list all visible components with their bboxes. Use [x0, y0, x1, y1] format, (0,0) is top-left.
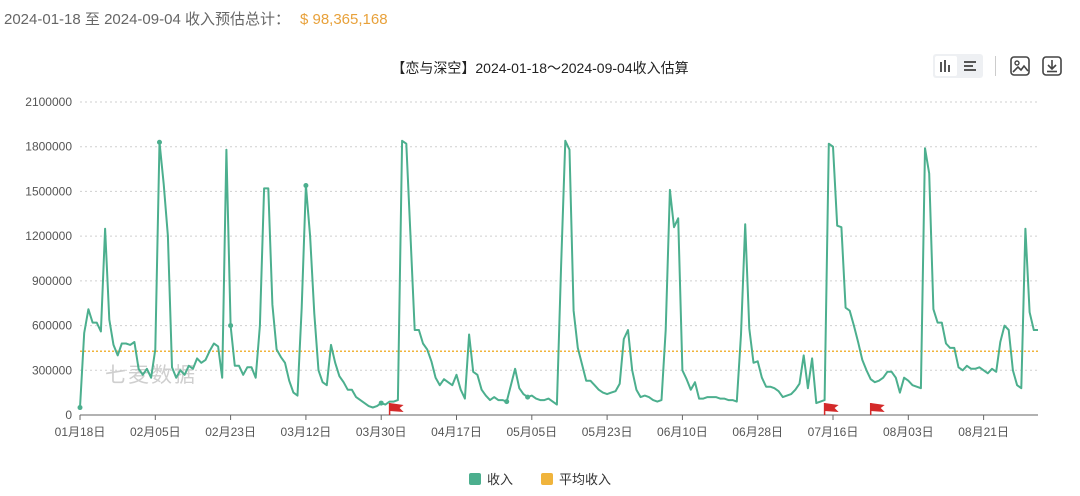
toolbar-divider — [995, 56, 996, 76]
data-point-marker — [303, 182, 309, 188]
x-tick-label: 04月17日 — [431, 425, 482, 439]
summary-amount: $ 98,365,168 — [299, 11, 388, 28]
data-point-marker — [228, 323, 234, 329]
legend-label-average: 平均收入 — [559, 472, 612, 487]
x-tick-label: 05月23日 — [582, 425, 633, 439]
y-tick-label: 300000 — [32, 363, 72, 377]
summary-label: 2024-01-18 至 2024-09-04 收入预估总计： — [4, 11, 290, 28]
y-tick-label: 2100000 — [25, 95, 72, 109]
event-flag-icon — [869, 403, 885, 415]
legend-swatch-revenue — [468, 472, 481, 485]
chart-toolbar — [933, 54, 1064, 78]
y-tick-label: 1200000 — [25, 229, 72, 243]
legend-label-revenue: 收入 — [486, 472, 513, 487]
list-icon[interactable] — [959, 56, 981, 76]
y-tick-label: 1500000 — [25, 184, 72, 198]
image-icon[interactable] — [1008, 54, 1032, 78]
legend-item-average[interactable]: 平均收入 — [541, 469, 611, 488]
x-tick-label: 03月30日 — [356, 425, 407, 439]
x-tick-label: 02月05日 — [130, 425, 181, 439]
series-line-revenue — [79, 139, 1038, 409]
x-tick-label: 06月10日 — [657, 425, 708, 439]
y-tick-label: 600000 — [32, 319, 72, 333]
chart-legend: 收入 平均收入 — [0, 469, 1080, 488]
x-tick-label: 05月05日 — [506, 425, 557, 439]
y-tick-label: 1800000 — [25, 140, 72, 154]
legend-swatch-average — [541, 472, 553, 485]
y-tick-label: 900000 — [32, 274, 72, 288]
x-tick-label: 07月16日 — [808, 425, 859, 439]
x-tick-label: 08月21日 — [958, 425, 1009, 439]
data-point-marker — [378, 400, 384, 406]
y-tick-label: 0 — [65, 408, 72, 422]
data-point-marker — [525, 394, 531, 400]
x-tick-label: 01月18日 — [55, 425, 106, 439]
event-flag-icon — [388, 403, 404, 415]
chart-title: 【恋与深空】2024-01-18～2024-09-04收入估算 — [391, 60, 688, 76]
data-point-marker — [504, 399, 510, 405]
data-point-marker — [156, 139, 162, 145]
legend-item-revenue[interactable]: 收入 — [468, 469, 513, 488]
x-tick-label: 06月28日 — [732, 425, 783, 439]
x-tick-label: 02月23日 — [205, 425, 256, 439]
x-tick-label: 08月03日 — [883, 425, 934, 439]
bar-chart-icon[interactable] — [935, 56, 957, 76]
download-icon[interactable] — [1040, 54, 1064, 78]
event-flag-icon — [823, 403, 839, 415]
x-tick-label: 03月12日 — [281, 425, 332, 439]
data-point-marker — [77, 405, 83, 411]
revenue-summary: 2024-01-18 至 2024-09-04 收入预估总计： $ 98,365,… — [4, 8, 388, 29]
view-toggle — [933, 54, 983, 78]
